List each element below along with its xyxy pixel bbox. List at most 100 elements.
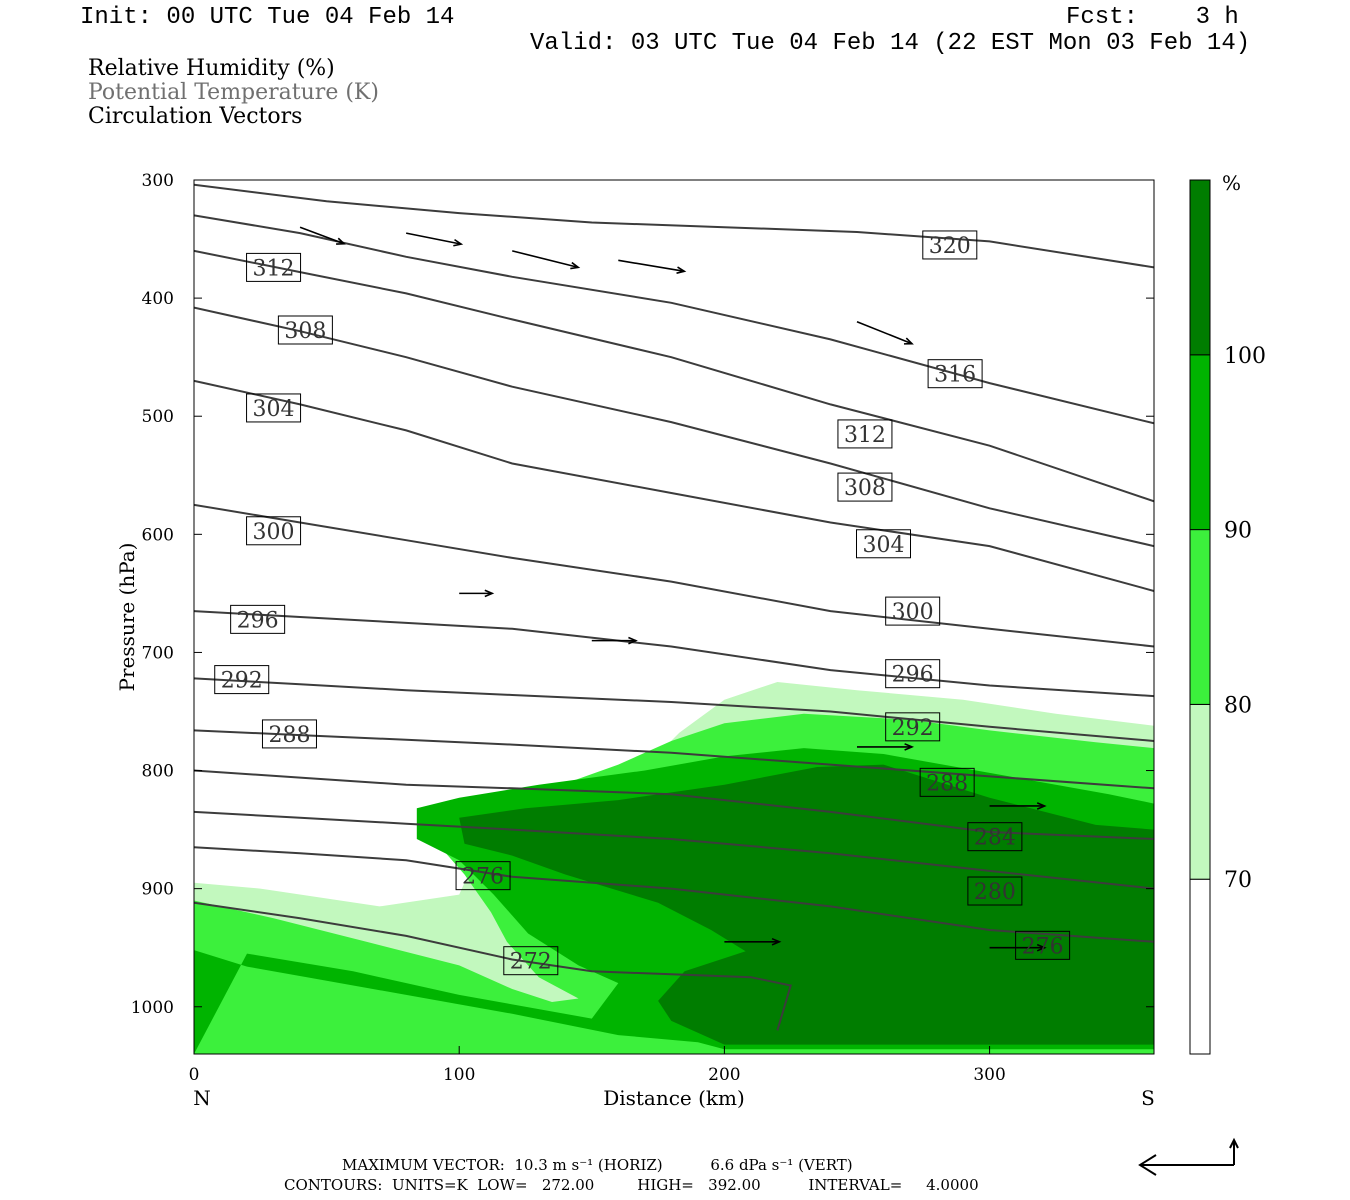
contour-label-296: 296 (885, 659, 941, 689)
colorbar-segment (1189, 529, 1211, 705)
circulation-vectors (299, 226, 1047, 952)
theta-contour-312 (194, 249, 1154, 503)
rh-fills (194, 682, 1154, 1054)
reference-vector-icon (1138, 1137, 1239, 1176)
wind-vector (405, 232, 464, 247)
svg-text:312: 312 (844, 423, 886, 448)
wind-vector (591, 636, 638, 645)
svg-text:276: 276 (462, 865, 504, 890)
svg-text:280: 280 (974, 880, 1016, 905)
wind-vector (724, 937, 782, 946)
wind-vector (299, 226, 347, 245)
y-tick-label: 400 (142, 289, 174, 309)
theta-contour-276 (194, 846, 1154, 943)
contour-labels: 320 316 312 312 308 308 304 304 300 300 296 296 292 2… (214, 230, 1071, 976)
contour-label-280: 280 (967, 876, 1023, 906)
wind-vector (856, 743, 915, 751)
svg-text:308: 308 (844, 476, 886, 501)
theta-contour-280 (194, 810, 1154, 890)
contour-label-304: 304 (856, 529, 912, 559)
theta-contour-292 (194, 677, 1154, 742)
colorbar-unit: % (1222, 171, 1241, 195)
south-label: S (1141, 1086, 1155, 1110)
colorbar-segment (1189, 703, 1211, 880)
contour-label-308: 308 (277, 315, 333, 345)
theta-contour-304 (194, 379, 1154, 592)
theta-contour-316 (194, 214, 1154, 425)
svg-text:300: 300 (892, 600, 934, 625)
theta-contour-300 (194, 503, 1154, 648)
init-time: Init: 00 UTC Tue 04 Feb 14 (80, 4, 455, 31)
wind-vector (459, 589, 495, 598)
contour-label-300: 300 (246, 516, 302, 546)
colorbar-segment (1189, 878, 1211, 1055)
svg-text:300: 300 (253, 520, 295, 545)
theta-contour-272 (194, 901, 792, 1031)
colorbar-segment (1189, 354, 1211, 531)
theta-contour-284 (194, 769, 1154, 840)
x-tick-label: 300 (973, 1065, 1005, 1085)
wind-vector (618, 259, 687, 274)
svg-text:284: 284 (974, 826, 1016, 851)
theta-contour-308 (194, 306, 1154, 548)
y-tick-label: 700 (142, 643, 174, 663)
rh-colorbar: 70 80 90 100% (1189, 171, 1266, 1055)
valid-time: Valid: 03 UTC Tue 04 Feb 14 (22 EST Mon … (530, 30, 1251, 57)
wind-vector (856, 320, 914, 345)
axes: 0 100 200 300 300 400 500 600 700 800 900 1000 (131, 171, 1154, 1085)
contour-label-276: 276 (1015, 930, 1071, 960)
colorbar-segment (1189, 179, 1211, 356)
svg-text:304: 304 (863, 533, 905, 558)
contour-info: CONTOURS: UNITS=K LOW= 272.00 HIGH= 392.… (284, 1176, 979, 1194)
svg-text:288: 288 (926, 771, 968, 796)
theta-contour-288 (194, 729, 1154, 790)
colorbar-label: 100 (1224, 344, 1266, 369)
wind-vector (512, 250, 581, 270)
svg-text:296: 296 (892, 663, 934, 688)
y-tick-label: 900 (142, 880, 174, 900)
svg-text:288: 288 (268, 723, 310, 748)
contour-label-276: 276 (455, 861, 511, 891)
contour-label-288: 288 (261, 719, 317, 749)
x-axis-label: Distance (km) (603, 1086, 745, 1110)
contour-label-300: 300 (885, 596, 941, 626)
y-axis-label: Pressure (hPa) (115, 543, 139, 692)
field-rh: Relative Humidity (%) (88, 56, 335, 81)
contour-label-304: 304 (246, 393, 302, 423)
theta-contour-320 (194, 183, 1154, 269)
svg-text:304: 304 (253, 397, 295, 422)
svg-text:296: 296 (237, 608, 279, 633)
contour-label-316: 316 (927, 359, 983, 389)
contour-label-312: 312 (246, 252, 302, 282)
y-tick-label: 500 (142, 407, 174, 427)
svg-text:312: 312 (253, 256, 295, 281)
contour-label-296: 296 (230, 604, 286, 634)
colorbar-label: 70 (1224, 868, 1252, 893)
contour-label-312: 312 (837, 419, 893, 449)
contour-label-292: 292 (214, 665, 270, 695)
contour-label-288: 288 (919, 767, 975, 797)
max-vector-info: MAXIMUM VECTOR: 10.3 m s⁻¹ (HORIZ) 6.6 d… (342, 1156, 853, 1174)
svg-text:316: 316 (934, 363, 976, 388)
colorbar-label: 90 (1224, 519, 1252, 544)
plot-frame (193, 179, 1155, 1055)
theta-contours (194, 183, 1154, 1031)
contour-label-308: 308 (837, 472, 893, 502)
contour-label-272: 272 (503, 946, 559, 976)
x-tick-label: 100 (443, 1065, 475, 1085)
svg-text:292: 292 (892, 716, 934, 741)
y-tick-label: 600 (142, 525, 174, 545)
wind-vector (989, 802, 1047, 810)
svg-text:272: 272 (510, 950, 552, 975)
theta-contour-296 (194, 610, 1154, 698)
y-tick-label: 300 (142, 171, 174, 191)
forecast-hour: Fcst: 3 h (1066, 4, 1239, 31)
contour-label-292: 292 (885, 712, 941, 742)
x-tick-label: 200 (708, 1065, 740, 1085)
x-tick-label: 0 (189, 1065, 200, 1085)
y-tick-label: 800 (142, 762, 174, 782)
svg-text:292: 292 (221, 669, 263, 694)
contour-label-284: 284 (967, 822, 1023, 852)
wind-vector (989, 943, 1047, 952)
